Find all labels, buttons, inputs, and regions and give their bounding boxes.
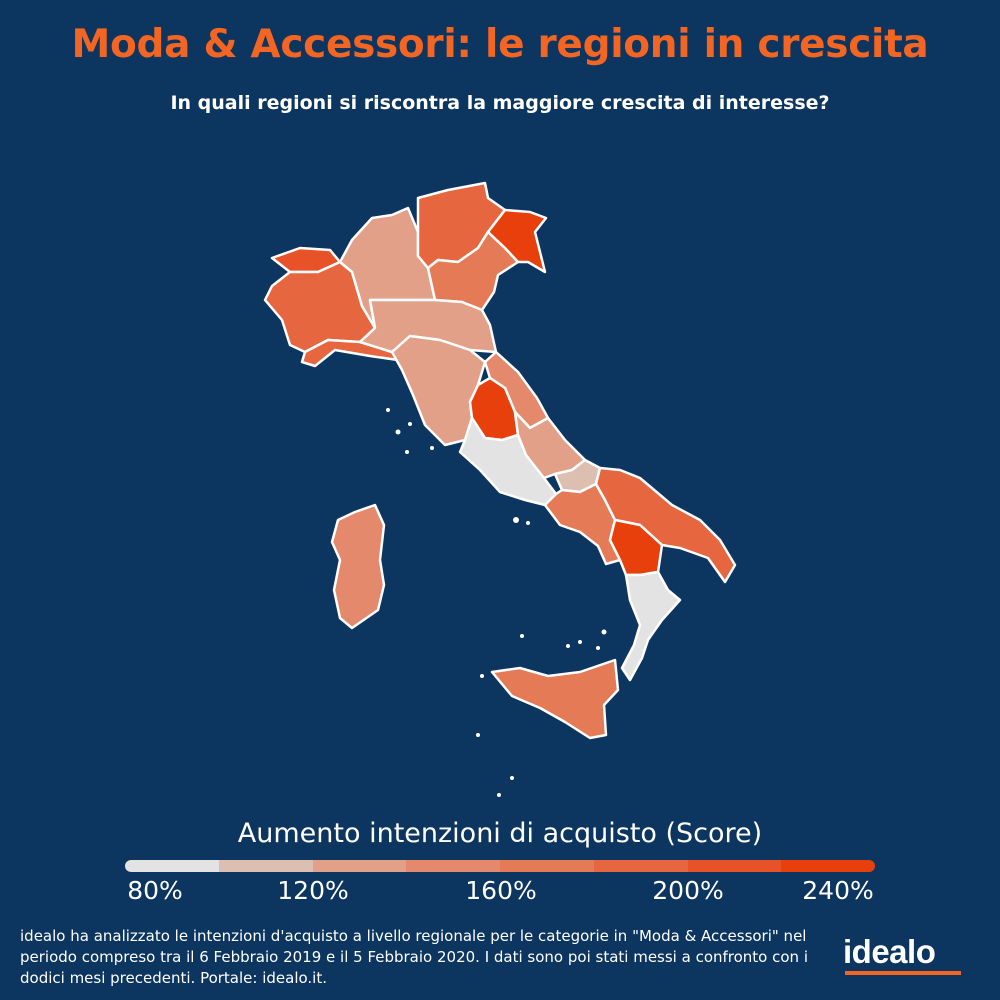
region-friuli-venezia-giulia[interactable] xyxy=(486,208,548,274)
legend-swatch-1 xyxy=(218,860,313,872)
legend-tick-240: 240% xyxy=(802,876,874,905)
minor-islands xyxy=(386,408,607,797)
legend-tick-160: 160% xyxy=(465,876,537,905)
legend-color-bar xyxy=(125,860,875,872)
legend-swatch-5 xyxy=(593,860,688,872)
legend-tick-80: 80% xyxy=(127,876,183,905)
idealo-logo: idealo xyxy=(843,933,936,970)
region-sardegna[interactable] xyxy=(330,503,386,630)
legend-swatch-7 xyxy=(781,860,875,872)
legend-swatch-4 xyxy=(500,860,594,872)
legend-swatch-2 xyxy=(312,860,407,872)
footnote: idealo ha analizzato le intenzioni d'acq… xyxy=(20,927,808,987)
legend-title: Aumento intenzioni di acquisto (Score) xyxy=(237,818,763,849)
region-sicilia[interactable] xyxy=(490,658,620,740)
idealo-logo-underline xyxy=(845,971,961,975)
region-calabria[interactable] xyxy=(620,570,682,682)
legend-swatch-0 xyxy=(125,860,219,872)
legend-tick-200: 200% xyxy=(652,876,724,905)
page-subtitle: In quali regioni si riscontra la maggior… xyxy=(170,92,830,114)
region-lazio[interactable] xyxy=(458,416,558,507)
legend-swatch-6 xyxy=(687,860,782,872)
legend-tick-120: 120% xyxy=(277,876,349,905)
legend-swatch-3 xyxy=(406,860,500,872)
page-title: Moda & Accessori: le regioni in crescita xyxy=(71,22,929,67)
